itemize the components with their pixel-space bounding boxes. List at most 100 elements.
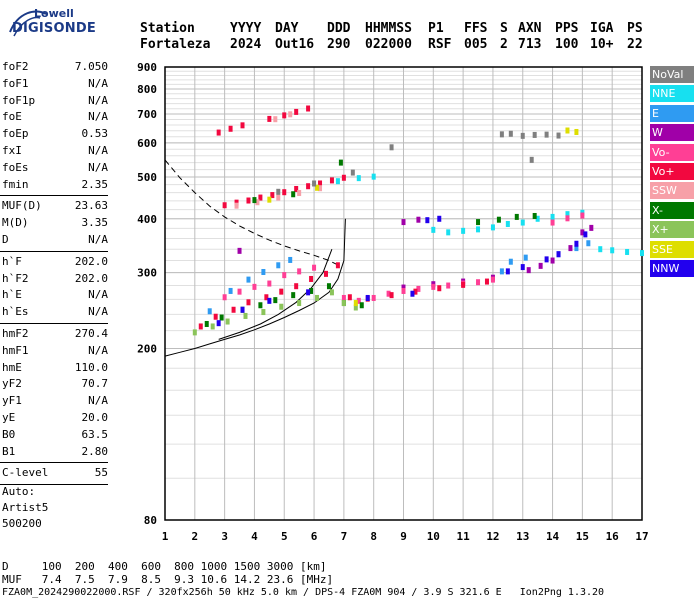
param-name: MUF(D) (2, 199, 42, 213)
muf-row: MUF 7.4 7.5 7.9 8.5 9.3 10.6 14.2 23.6 [… (2, 573, 334, 586)
data-point (446, 229, 451, 236)
data-point (356, 175, 361, 182)
param-value: N/A (88, 160, 108, 174)
data-point (461, 281, 466, 288)
param-row: foE N/A (2, 110, 108, 126)
data-point (207, 308, 212, 315)
x-tick-label: 5 (281, 530, 288, 543)
data-point (359, 302, 364, 309)
param-value: N/A (88, 343, 108, 357)
data-point (476, 279, 481, 286)
data-point (410, 290, 415, 297)
data-point (476, 226, 481, 233)
data-point (523, 254, 528, 261)
param-row: hmE 110.0 (2, 361, 108, 377)
data-point (246, 197, 251, 204)
y-tick-label: 80 (144, 514, 157, 527)
profile-curve (164, 159, 342, 267)
data-point (401, 287, 406, 294)
param-name: M(D) (2, 216, 29, 230)
logo-digisonde-text: DIGISONDE (12, 21, 96, 36)
data-point (505, 220, 510, 227)
data-point (338, 159, 343, 166)
header-label: P1 (428, 21, 444, 36)
header-value: 2024 (230, 37, 262, 52)
data-point (505, 268, 510, 275)
data-point (309, 287, 314, 294)
param-row: foF2 7.050 (2, 60, 108, 76)
data-point (529, 156, 534, 163)
y-tick-label: 200 (137, 343, 157, 356)
data-point (401, 284, 406, 291)
header-label: DDD (327, 21, 351, 36)
param-name: foF1 (2, 76, 29, 90)
data-point (589, 224, 594, 231)
data-point (335, 262, 340, 269)
data-point (237, 247, 242, 254)
legend-item: X- (650, 201, 694, 219)
data-point (282, 189, 287, 196)
data-point (508, 130, 513, 137)
param-value: 3.35 (81, 216, 109, 230)
data-point (568, 245, 573, 252)
param-name: hmE (2, 360, 22, 374)
param-row: h`F2 202.0 (2, 272, 108, 288)
data-point (598, 246, 603, 253)
header-value: 713 (518, 37, 542, 52)
data-point (520, 264, 525, 271)
data-point (318, 185, 323, 192)
data-point (216, 129, 221, 136)
data-point (297, 190, 302, 197)
header-label: PPS (555, 21, 579, 36)
header-value: 10+ (590, 37, 614, 52)
param-separator (0, 484, 108, 486)
x-tick-label: 10 (427, 530, 440, 543)
header-label: S (500, 21, 508, 36)
data-point (416, 216, 421, 223)
data-point (496, 216, 501, 223)
param-name: hmF1 (2, 343, 29, 357)
param-value: 63.5 (81, 427, 109, 441)
data-point (246, 299, 251, 306)
param-row: fmin 2.35 (2, 178, 108, 194)
data-point (306, 183, 311, 190)
data-point (225, 318, 230, 325)
data-point (279, 303, 284, 310)
data-point (252, 283, 257, 290)
data-point (326, 283, 331, 290)
data-point (210, 323, 215, 330)
param-name: foE (2, 110, 22, 124)
data-point (306, 105, 311, 112)
legend-item: SSE (650, 240, 694, 258)
data-point (508, 258, 513, 265)
param-name: B1 (2, 444, 16, 458)
data-point (640, 250, 644, 257)
param-name: foEp (2, 127, 29, 141)
data-point (267, 115, 272, 122)
data-point (401, 219, 406, 226)
param-name: yF1 (2, 394, 22, 408)
data-point (580, 212, 585, 219)
data-point (520, 219, 525, 226)
param-separator (0, 462, 108, 464)
data-point (425, 217, 430, 224)
data-point (219, 314, 224, 321)
data-point (574, 240, 579, 247)
param-row: yF1 N/A (2, 394, 108, 410)
data-point (282, 272, 287, 279)
data-point (461, 227, 466, 234)
param-value: N/A (88, 110, 108, 124)
param-row: MUF(D) 23.63 (2, 199, 108, 215)
y-tick-label: 500 (137, 171, 157, 184)
data-point (431, 283, 436, 290)
param-row: h`E N/A (2, 288, 108, 304)
data-point (490, 276, 495, 283)
data-point (556, 132, 561, 139)
data-point (544, 256, 549, 263)
data-point (267, 196, 272, 203)
data-point (291, 292, 296, 299)
data-point (222, 294, 227, 301)
distance-row: D 100 200 400 600 800 1000 1500 3000 [km… (2, 560, 327, 573)
param-value: 23.63 (74, 199, 108, 213)
